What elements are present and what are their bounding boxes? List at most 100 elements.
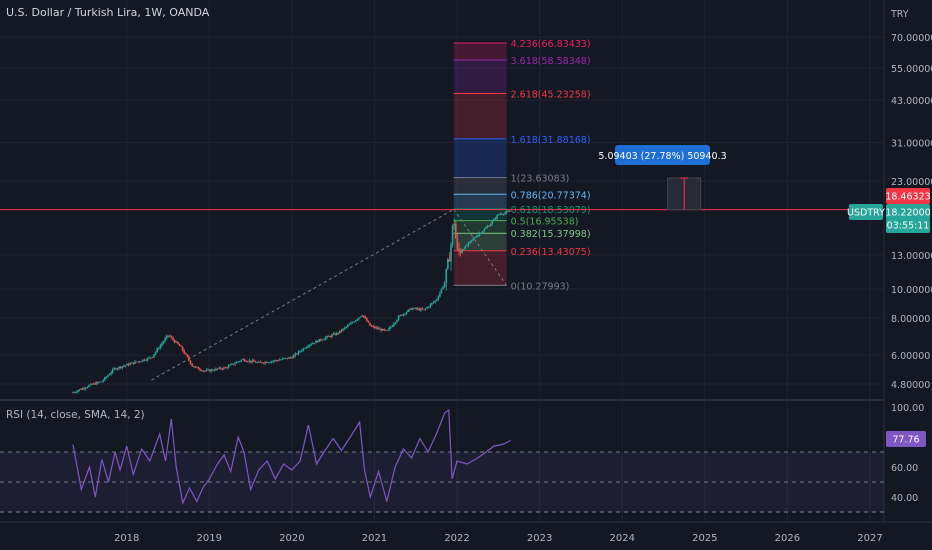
candle-body <box>383 329 386 331</box>
candle-body <box>80 389 82 391</box>
candle-body <box>486 226 489 228</box>
candle-body <box>256 362 259 364</box>
candle-body <box>432 302 435 303</box>
candle-body <box>75 391 77 393</box>
candle-body <box>353 321 355 323</box>
candle-body <box>300 350 303 352</box>
candle-body <box>165 335 168 339</box>
candle-body <box>289 357 292 359</box>
candle-body <box>475 236 478 238</box>
candle-body <box>124 365 127 367</box>
candle-body <box>96 382 98 385</box>
measure-tool[interactable]: 5.09403 (27.78%) 50940.3 <box>598 145 727 211</box>
candle-body <box>146 357 149 361</box>
candle-body <box>227 365 230 368</box>
candle-body <box>467 242 470 246</box>
candle-body <box>472 238 475 240</box>
candle-body <box>73 392 76 394</box>
candle-body <box>196 366 198 368</box>
candle-body <box>469 241 471 243</box>
candle-body <box>138 361 141 363</box>
trend-lines[interactable] <box>0 208 884 381</box>
candle-body <box>221 368 224 370</box>
symbol-badge: USDTRY <box>847 208 885 219</box>
candle-body <box>370 325 373 327</box>
candle-body <box>478 233 481 235</box>
candle-body <box>466 245 468 247</box>
candle-body <box>137 361 139 363</box>
candle-body <box>399 315 401 317</box>
candle-body <box>81 388 84 390</box>
x-tick-label: 2025 <box>692 533 717 544</box>
candle-body <box>100 381 103 383</box>
candles <box>72 209 511 394</box>
candle-body <box>265 361 268 363</box>
candle-body <box>235 362 238 364</box>
candle-body <box>102 380 104 382</box>
candle-body <box>456 238 459 249</box>
candle-body <box>273 360 276 362</box>
candle-body <box>92 383 95 385</box>
candle-body <box>505 211 508 213</box>
fib-level-label: 0.236(13.43075) <box>511 247 591 258</box>
candle-body <box>243 359 246 362</box>
candle-body <box>418 308 421 311</box>
candle-body <box>412 308 414 310</box>
x-tick-label: 2020 <box>279 533 304 544</box>
candle-body <box>156 348 158 352</box>
fibonacci-extension[interactable]: 0(10.27993) 0.236(13.43075) 0.382(15.37998… <box>453 39 591 292</box>
candle-body <box>299 351 301 353</box>
x-tick-label: 2024 <box>610 533 635 544</box>
candle-body <box>312 343 314 345</box>
candle-body <box>189 360 192 364</box>
candle-body <box>110 372 112 375</box>
candle-body <box>91 383 93 385</box>
candle-body <box>488 226 490 227</box>
candle-body <box>164 338 166 342</box>
fib-band <box>453 93 507 139</box>
candle-body <box>450 244 452 262</box>
x-tick-label: 2018 <box>114 533 139 544</box>
candle-body <box>481 231 484 234</box>
x-tick-label: 2027 <box>857 533 882 544</box>
candle-body <box>491 220 494 224</box>
candle-body <box>207 369 209 371</box>
candle-body <box>442 286 444 289</box>
rsi-title[interactable]: RSI (14, close, SMA, 14, 2) <box>6 409 145 421</box>
candle-body <box>315 340 317 344</box>
candle-body <box>202 370 205 372</box>
candle-body <box>329 336 332 337</box>
candle-body <box>461 249 463 254</box>
candle-body <box>111 369 114 373</box>
candle-body <box>358 317 360 320</box>
fib-band <box>453 250 507 286</box>
candle-body <box>143 359 146 361</box>
candle-body <box>129 363 131 366</box>
candle-body <box>205 370 208 372</box>
candle-body <box>489 223 492 227</box>
rsi-line <box>72 408 511 506</box>
candle-body <box>339 330 341 334</box>
candle-body <box>404 313 406 315</box>
candle-body <box>296 353 298 355</box>
candle-body <box>297 351 300 355</box>
candle-body <box>402 313 405 316</box>
candle-body <box>248 360 251 362</box>
fib-band <box>453 220 507 234</box>
measure-label: 5.09403 (27.78%) 50940.3 <box>598 151 726 162</box>
price-badge-last-bg <box>886 204 930 220</box>
candle-body <box>113 368 116 370</box>
candle-body <box>386 330 389 331</box>
candle-body <box>477 234 479 237</box>
candle-body <box>458 248 460 251</box>
candle-body <box>121 366 124 368</box>
candle-body <box>192 365 195 368</box>
candle-body <box>281 358 284 360</box>
rsi-pane <box>0 408 884 513</box>
candle-body <box>216 368 219 370</box>
candle-body <box>421 308 424 310</box>
candle-body <box>447 259 449 269</box>
candle-body <box>294 353 297 356</box>
